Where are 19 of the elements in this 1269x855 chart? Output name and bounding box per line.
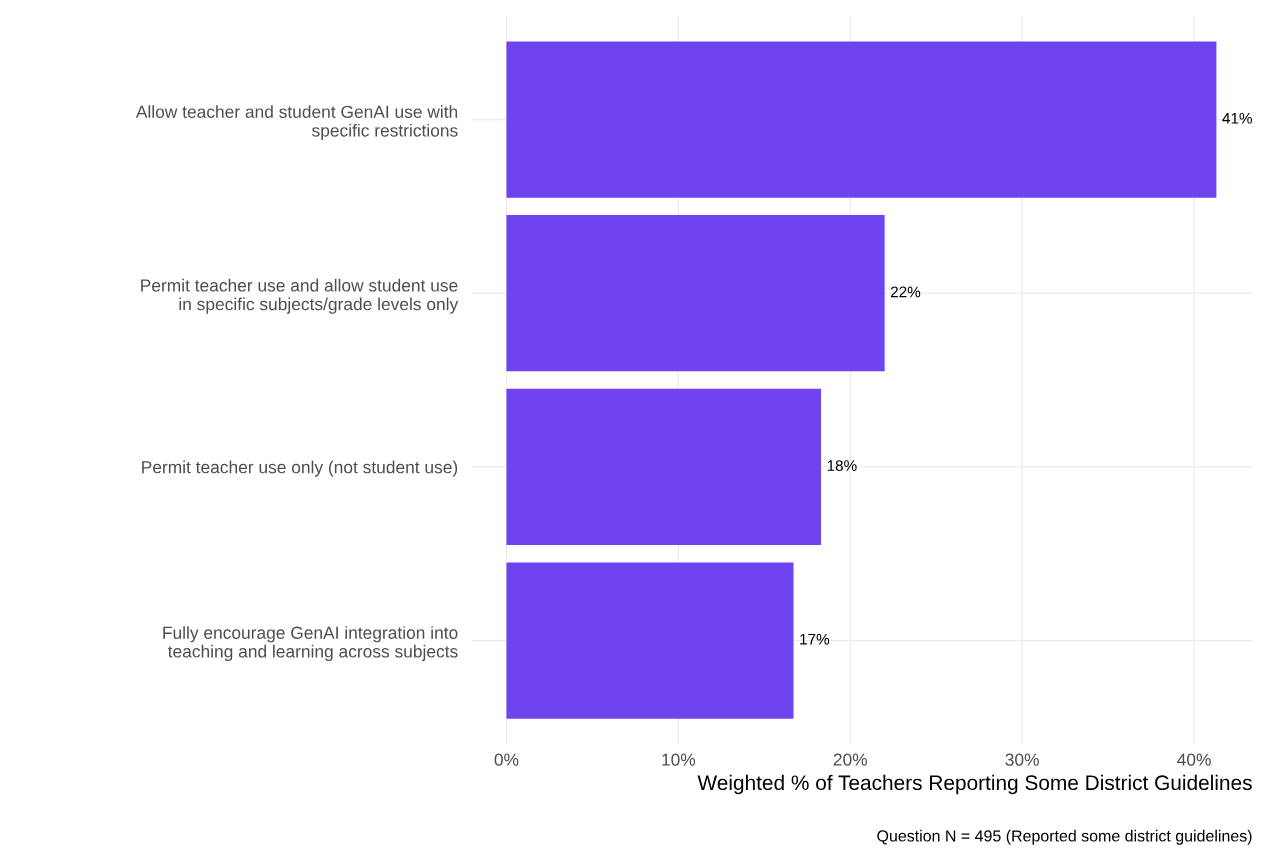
x-tick-label: 20%	[833, 753, 868, 766]
data-label: 41%	[1222, 112, 1252, 124]
bar	[506, 562, 794, 719]
x-tick-label: 0%	[494, 753, 519, 766]
bar	[506, 215, 885, 372]
bar	[506, 388, 822, 546]
data-label: 18%	[827, 460, 857, 471]
data-label: 22%	[890, 286, 921, 298]
y-tick-label: Permit teacher use and allow student use in specific subjects/grade levels only	[141, 278, 459, 314]
data-label: 17%	[800, 633, 830, 645]
x-axis-title: Weighted % of Teachers Reporting Some District Guidelines	[697, 774, 1252, 795]
x-tick-label: 30%	[1005, 753, 1039, 766]
text: Question N = 495 (Reported some district guidelines)	[877, 829, 1252, 845]
y-tick-label: Permit teacher use only (not student use)	[142, 460, 458, 477]
x-tick-label: 40%	[1177, 753, 1211, 766]
bar	[506, 41, 1217, 198]
x-tick-label: 10%	[662, 753, 696, 766]
y-tick-label: Allow teacher and student GenAI use with specific restrictions	[135, 105, 458, 141]
y-tick-label: Fully encourage GenAI integration into teaching and learning across subjects	[163, 626, 458, 662]
